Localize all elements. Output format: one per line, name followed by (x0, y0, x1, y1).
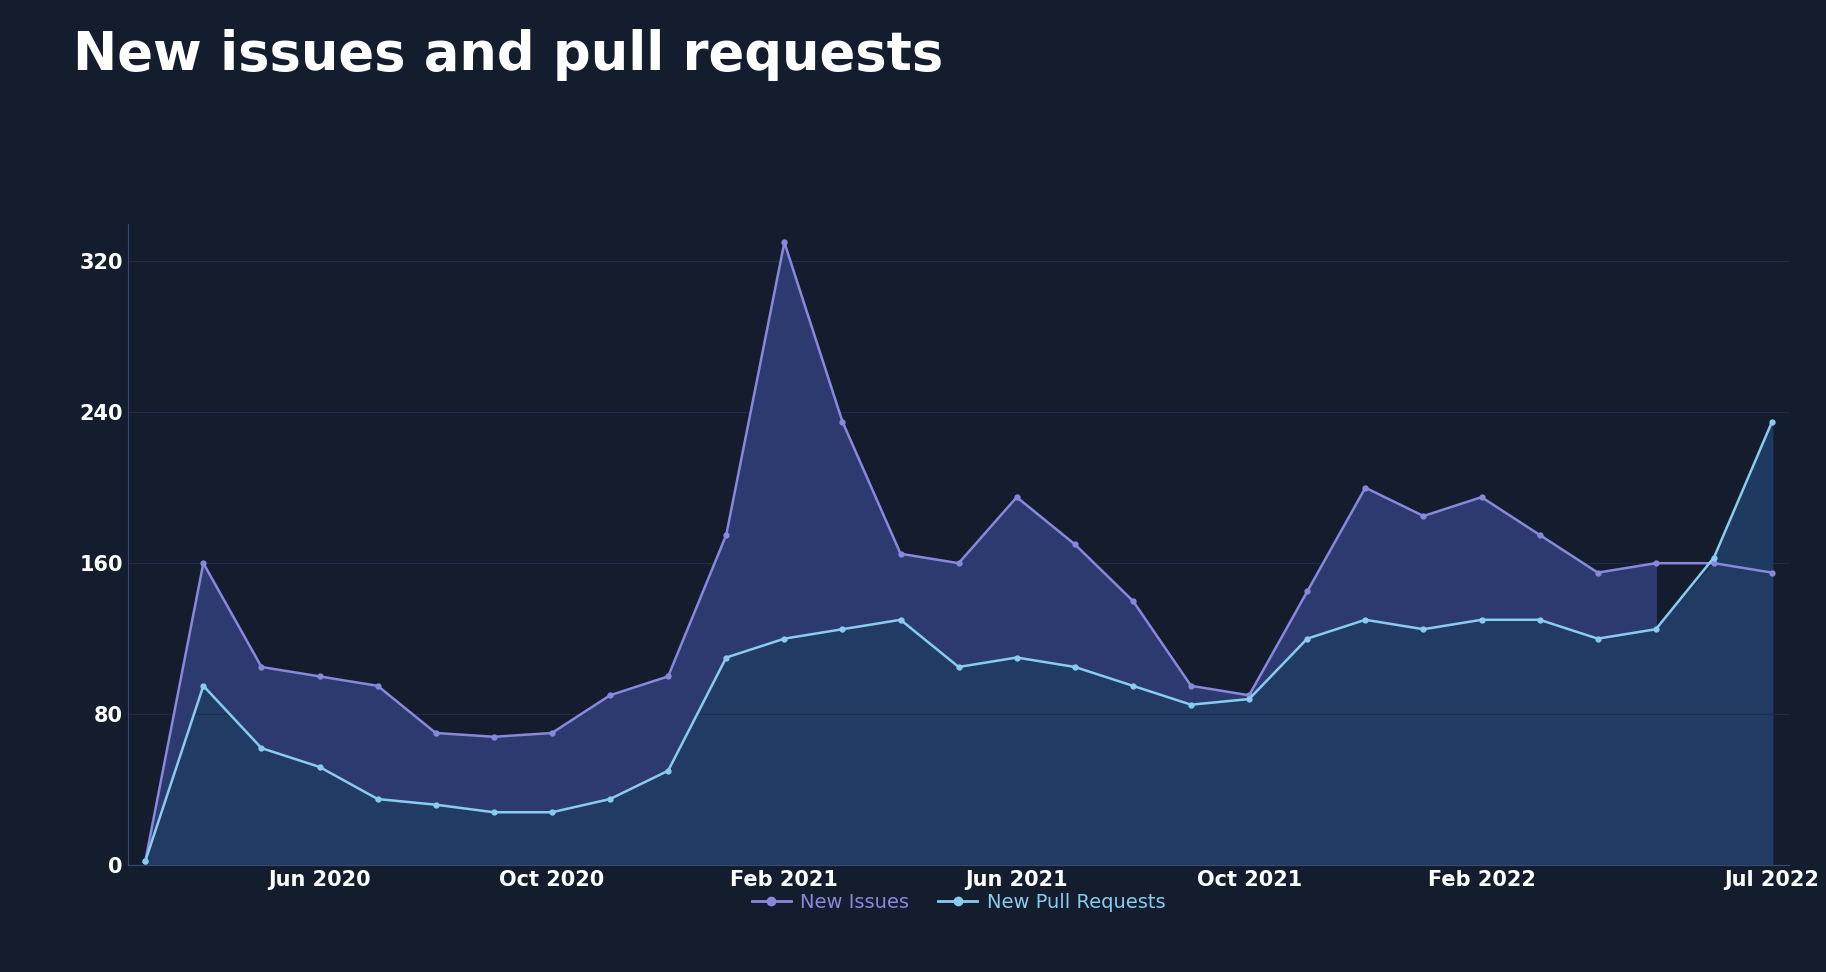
Text: New issues and pull requests: New issues and pull requests (73, 29, 944, 81)
Legend: New Issues, New Pull Requests: New Issues, New Pull Requests (743, 885, 1174, 920)
